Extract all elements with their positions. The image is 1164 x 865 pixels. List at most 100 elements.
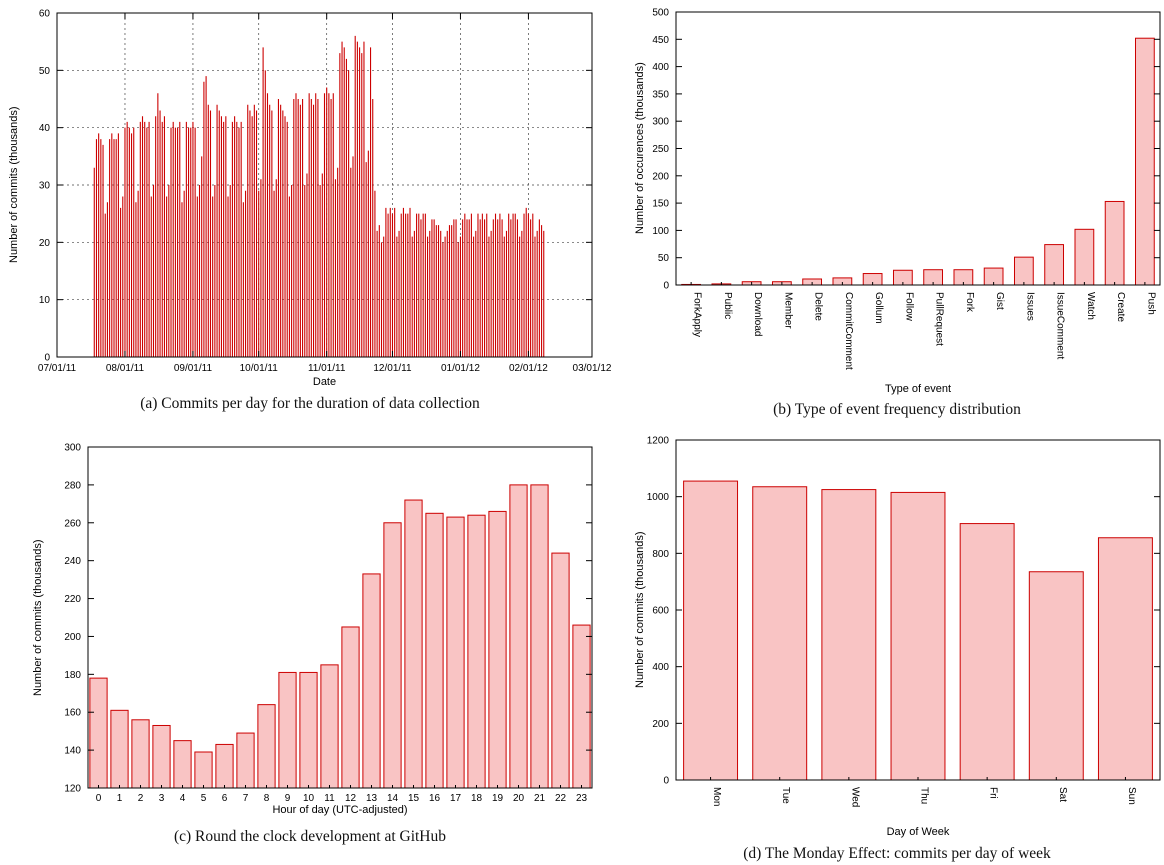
- bar-Sat: [1028, 571, 1084, 781]
- y-tick-label: 120: [64, 784, 81, 795]
- x-tick-label: 11/01/11: [308, 363, 346, 374]
- x-tick-label: Follow: [903, 292, 914, 322]
- bar-13: [362, 573, 381, 789]
- chart-b-ylabel: Number of occurences (thousands): [634, 62, 646, 235]
- y-tick-label: 240: [64, 556, 81, 567]
- bar-16: [425, 512, 444, 789]
- x-tick-label: 11: [324, 793, 335, 804]
- bar-12: [341, 626, 360, 789]
- y-tick-label: 800: [652, 549, 669, 560]
- y-tick-label: 400: [652, 662, 669, 673]
- x-tick-label: 02/01/12: [509, 363, 548, 374]
- x-tick-label: 4: [180, 793, 186, 804]
- chart-c-commits-per-hour: 0 1 2 3 4 5 6 7 8 9 10 11 12 13 14 15 16 17 18 19 20 21 22 2312…: [64, 443, 593, 804]
- bar-IssueComment: [1044, 244, 1065, 286]
- bar-7: [236, 732, 255, 789]
- chart-b-xlabel: Type of event: [884, 383, 952, 395]
- y-tick-label: 60: [39, 9, 51, 20]
- bar-Thu: [890, 491, 946, 781]
- y-tick-label: 600: [652, 606, 669, 617]
- x-tick-label: 16: [429, 793, 441, 804]
- chart-d-ylabel: Number of commits (thousands): [634, 531, 646, 689]
- x-tick-label: 23: [576, 793, 588, 804]
- chart-c-xlabel: Hour of day (UTC-adjusted): [272, 804, 408, 816]
- x-tick-label: Sat: [1057, 787, 1068, 802]
- y-tick-label: 220: [64, 594, 81, 605]
- x-tick-label: 13: [366, 793, 378, 804]
- x-tick-label: 19: [492, 793, 504, 804]
- x-tick-label: Push: [1145, 292, 1156, 315]
- y-tick-label: 200: [652, 171, 669, 182]
- plot-border: [87, 446, 593, 789]
- x-tick-label: 22: [555, 793, 567, 804]
- bar-11: [320, 664, 339, 789]
- x-tick-label: Sun: [1126, 787, 1137, 805]
- x-tick-label: 9: [285, 793, 291, 804]
- x-tick-label: Download: [752, 292, 763, 336]
- chart-d-caption: (d) The Monday Effect: commits per day o…: [743, 845, 1051, 862]
- bar-22: [551, 552, 570, 789]
- y-tick-label: 280: [64, 480, 81, 491]
- x-tick-label: 8: [264, 793, 270, 804]
- x-tick-label: Tue: [780, 787, 791, 804]
- y-tick-label: 250: [652, 144, 669, 155]
- x-tick-label: Create: [1115, 292, 1126, 322]
- x-tick-label: 3: [159, 793, 165, 804]
- x-tick-label: CommitComment: [843, 292, 854, 370]
- x-tick-label: 7: [243, 793, 249, 804]
- x-tick-label: Mon: [711, 787, 722, 806]
- x-tick-label: Member: [782, 292, 793, 329]
- x-tick-label: 14: [387, 793, 399, 804]
- bar-23: [572, 624, 591, 789]
- x-tick-label: IssueComment: [1055, 292, 1066, 359]
- y-tick-label: 180: [64, 670, 81, 681]
- bar-19: [488, 510, 507, 789]
- y-tick-label: 350: [652, 89, 669, 100]
- y-tick-label: 450: [652, 35, 669, 46]
- chart-a-commits-per-day: 0 10 20 30 40 50 60 07/01/11 08/01/11 09/01/11 10/…: [38, 9, 612, 375]
- y-tick-label: 0: [663, 776, 669, 787]
- x-tick-label: 15: [408, 793, 420, 804]
- x-tick-label: Thu: [919, 787, 930, 804]
- x-tick-label: 12: [345, 793, 357, 804]
- x-tick-label: Fri: [988, 787, 999, 799]
- y-tick-label: 400: [652, 62, 669, 73]
- y-tick-label: 1200: [647, 436, 670, 447]
- x-tick-label: Issues: [1024, 292, 1035, 321]
- bar-21: [530, 484, 549, 789]
- x-tick-label: 10: [303, 793, 315, 804]
- bar-Issues: [1013, 256, 1034, 286]
- x-tick-label: 6: [222, 793, 228, 804]
- x-tick-label: Public: [722, 292, 733, 319]
- x-tick-label: 21: [534, 793, 546, 804]
- y-tick-label: 20: [39, 238, 51, 249]
- chart-b-event-frequency: ForkApply Public Download Member Delete Commi…: [652, 8, 1161, 370]
- y-tick-label: 200: [64, 632, 81, 643]
- bar-0: [89, 677, 108, 789]
- y-tick-label: 50: [658, 253, 670, 264]
- x-tick-label: Fork: [964, 292, 975, 313]
- y-tick-label: 0: [44, 353, 50, 364]
- x-tick-label: 07/01/11: [38, 363, 77, 374]
- bar-17: [446, 516, 465, 789]
- y-tick-label: 300: [652, 117, 669, 128]
- chart-a-ylabel: Number of commits (thousands): [8, 106, 20, 264]
- x-tick-label: 17: [450, 793, 462, 804]
- chart-a-xlabel: Date: [312, 376, 337, 388]
- bar-4: [173, 740, 192, 789]
- x-tick-label: Watch: [1085, 292, 1096, 320]
- bar-3: [152, 724, 171, 789]
- y-tick-label: 160: [64, 708, 81, 719]
- bar-9: [278, 671, 297, 789]
- x-tick-label: 09/01/11: [174, 363, 213, 374]
- x-tick-label: 20: [513, 793, 525, 804]
- x-tick-label: 08/01/11: [106, 363, 145, 374]
- y-tick-label: 140: [64, 746, 81, 757]
- y-tick-label: 100: [652, 226, 669, 237]
- y-tick-label: 500: [652, 8, 669, 19]
- y-tick-label: 150: [652, 199, 669, 210]
- y-tick-label: 30: [39, 181, 51, 192]
- x-tick-label: Gist: [994, 292, 1005, 310]
- chart-d-commits-per-weekday: Mon Tue Wed Thu Fri Sat Sun 0 200 400 600 800 1000 12…: [647, 436, 1161, 807]
